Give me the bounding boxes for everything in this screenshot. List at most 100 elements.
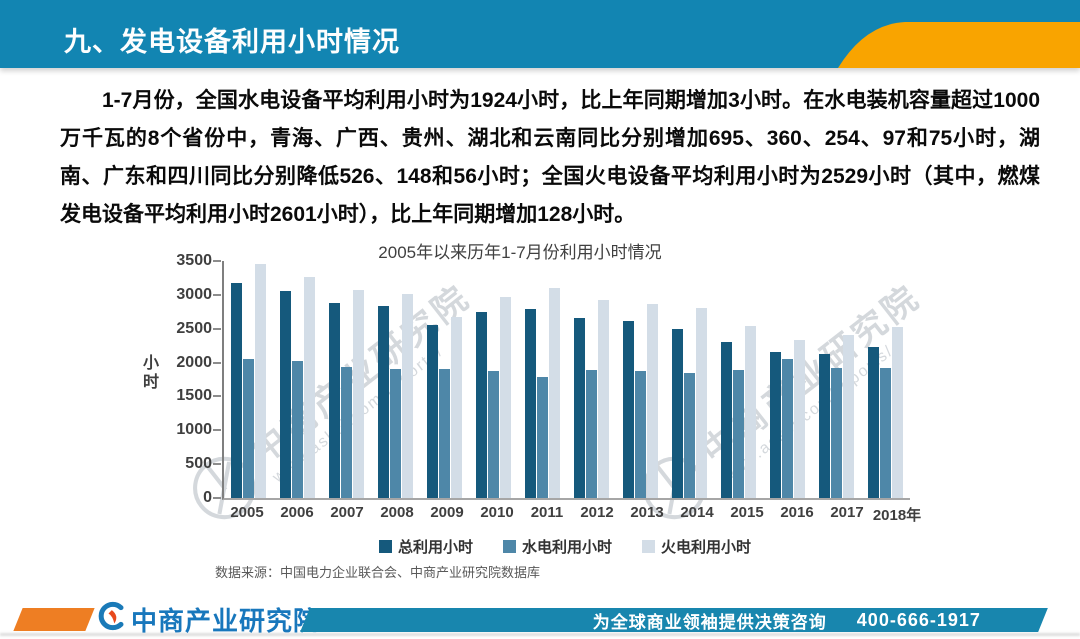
- bar-group-2008: [378, 261, 413, 498]
- bar-水电利用小时-2007: [341, 367, 352, 498]
- bar-水电利用小时-2013: [635, 371, 646, 498]
- bar-总利用小时-2016: [770, 352, 781, 498]
- bar-火电利用小时-2015: [745, 326, 756, 498]
- chart-title: 2005年以来历年1-7月份利用小时情况: [378, 243, 662, 262]
- bar-group-2013: [623, 261, 658, 498]
- bar-水电利用小时-2015: [733, 370, 744, 498]
- bar-水电利用小时-2010: [488, 370, 499, 498]
- y-axis-tick-mark: [213, 260, 221, 262]
- bar-总利用小时-2010: [476, 312, 487, 498]
- legend-label: 火电利用小时: [661, 539, 752, 556]
- footer-phone: 400-666-1917: [856, 609, 981, 630]
- x-axis: 2005 2006 2007 2008 2009 2010 2011 2012 2013 2014…: [222, 504, 922, 525]
- bar-水电利用小时-2016: [782, 358, 793, 498]
- bar-火电利用小时-2018年: [892, 326, 903, 498]
- bar-group-2017: [819, 261, 854, 498]
- bar-总利用小时-2008: [378, 306, 389, 498]
- bar-group-2018年: [868, 261, 903, 498]
- footer: 中商产业研究院 为全球商业领袖提供决策咨询 400-666-1917: [0, 592, 1080, 639]
- bar-水电利用小时-2005: [243, 358, 254, 498]
- bar-火电利用小时-2013: [647, 304, 658, 498]
- y-axis-tick-mark: [213, 463, 221, 466]
- legend-item: 总利用小时: [378, 536, 473, 557]
- summary-paragraph: 1-7月份，全国水电设备平均利用小时为1924小时，比上年同期增加3小时。在水电…: [60, 89, 1040, 226]
- y-axis-tick-label: 500: [185, 455, 212, 473]
- bar-总利用小时-2018年: [868, 346, 879, 498]
- bar-水电利用小时-2014: [684, 372, 695, 498]
- bar-火电利用小时-2009: [451, 316, 462, 498]
- bar-火电利用小时-2005: [255, 263, 266, 498]
- legend-swatch: [378, 540, 392, 553]
- bar-group-2014: [672, 261, 707, 498]
- utilization-hours-chart: 2005年以来历年1-7月份利用小时情况 小时 中商产业研究院 www.askc…: [130, 238, 940, 583]
- bar-group-2015: [721, 261, 756, 498]
- bar-水电利用小时-2012: [586, 370, 597, 498]
- bar-group-2007: [329, 261, 364, 498]
- bar-水电利用小时-2011: [537, 376, 548, 498]
- x-axis-label: 2017: [830, 504, 864, 521]
- y-axis-title: 小时: [140, 354, 157, 392]
- bar-水电利用小时-2009: [439, 368, 450, 498]
- bar-总利用小时-2012: [574, 317, 585, 498]
- bar-group-2011: [525, 261, 560, 498]
- y-axis-tick-label: 2500: [176, 319, 212, 337]
- bar-火电利用小时-2008: [402, 294, 413, 498]
- footer-tagline: 为全球商业领袖提供决策咨询: [592, 612, 827, 632]
- bar-火电利用小时-2007: [353, 290, 364, 498]
- bar-火电利用小时-2016: [794, 339, 805, 498]
- x-axis-label: 2015: [730, 504, 764, 521]
- bar-总利用小时-2013: [623, 321, 634, 498]
- x-axis-label: 2014: [680, 504, 714, 521]
- x-axis-label: 2018年: [872, 507, 922, 524]
- x-axis-label: 2007: [330, 504, 364, 521]
- legend-swatch: [502, 540, 516, 553]
- bar-总利用小时-2017: [819, 353, 830, 498]
- y-axis-tick-label: 1000: [176, 421, 212, 439]
- bar-总利用小时-2005: [231, 282, 242, 498]
- source-note: 数据来源：中国电力企业联合会、中商产业研究院数据库: [215, 565, 541, 580]
- footer-orange-bar: [13, 608, 95, 631]
- x-axis-label: 2011: [530, 504, 564, 521]
- bar-水电利用小时-2008: [390, 369, 401, 498]
- y-axis-tick-label: 0: [203, 489, 212, 506]
- x-axis-label: 2010: [480, 504, 514, 521]
- bar-火电利用小时-2010: [500, 296, 511, 498]
- bar-group-2012: [574, 261, 609, 498]
- bar-总利用小时-2014: [672, 329, 683, 498]
- legend-label: 水电利用小时: [521, 539, 612, 556]
- bar-水电利用小时-2017: [831, 367, 842, 498]
- bar-总利用小时-2011: [525, 309, 536, 498]
- x-axis-label: 2009: [430, 504, 464, 521]
- legend-item: 水电利用小时: [502, 536, 612, 557]
- legend-swatch: [642, 540, 655, 553]
- legend-label: 总利用小时: [397, 539, 473, 556]
- y-axis-tick-mark: [213, 327, 221, 330]
- y-axis-tick-label: 1500: [176, 387, 212, 405]
- footer-shadow: [0, 633, 1080, 636]
- y-axis-tick-mark: [213, 429, 221, 432]
- bar-总利用小时-2007: [329, 302, 340, 498]
- y-axis-tick-mark: [213, 497, 221, 499]
- bar-水电利用小时-2018年: [880, 367, 891, 498]
- plot-area: [222, 261, 910, 500]
- bars: [224, 261, 910, 498]
- bar-火电利用小时-2014: [696, 308, 707, 498]
- bar-火电利用小时-2006: [304, 276, 315, 498]
- footer-tagline-bar: 为全球商业领袖提供决策咨询 400-666-1917: [300, 608, 1048, 632]
- y-axis-tick-label: 3500: [176, 252, 212, 269]
- x-axis-label: 2013: [630, 504, 664, 521]
- bar-group-2010: [476, 261, 511, 498]
- bar-总利用小时-2006: [280, 291, 291, 498]
- y-axis-tick-mark: [213, 395, 221, 398]
- y-axis-tick-label: 3000: [176, 285, 212, 303]
- company-logo-text: 中商产业研究院: [131, 606, 321, 636]
- x-axis-label: 2006: [280, 504, 314, 521]
- x-axis-label: 2008: [380, 504, 414, 521]
- legend: 总利用小时 水电利用小时 火电利用小时: [222, 536, 908, 557]
- bar-group-2009: [427, 261, 462, 498]
- x-axis-label: 2016: [780, 504, 814, 521]
- bar-火电利用小时-2011: [549, 288, 560, 498]
- y-axis-tick-mark: [213, 361, 221, 364]
- bar-group-2006: [280, 261, 315, 498]
